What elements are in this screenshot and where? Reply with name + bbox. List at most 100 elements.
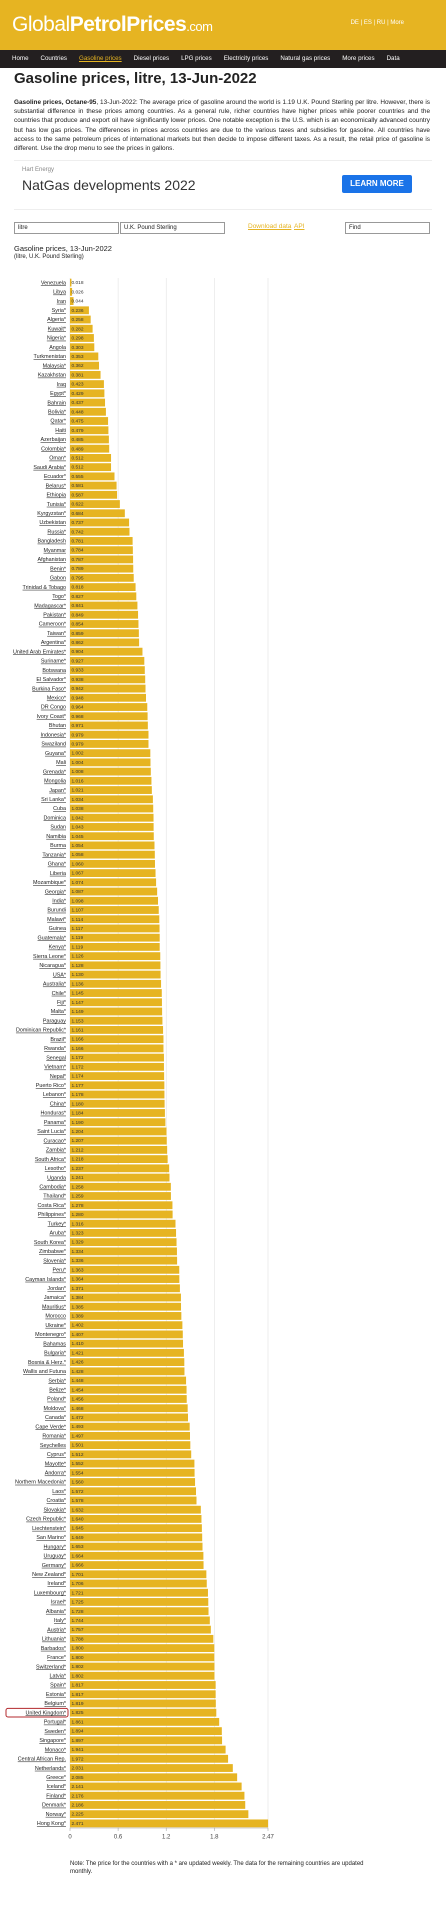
country-label[interactable]: Dominica [44, 815, 66, 821]
country-label[interactable]: Morocco [45, 1314, 66, 1320]
country-label[interactable]: Guatemala* [38, 935, 67, 941]
country-label[interactable]: Latvia* [50, 1673, 67, 1679]
country-label[interactable]: Colombia* [41, 446, 67, 452]
country-label[interactable]: Uzbekistan [39, 520, 66, 526]
country-label[interactable]: Lithuania* [42, 1637, 67, 1643]
country-label[interactable]: Turkey* [48, 1221, 67, 1227]
country-label[interactable]: Bahrain [47, 400, 66, 406]
country-label[interactable]: Tunisia* [47, 502, 67, 508]
country-label[interactable]: Netherlands* [35, 1766, 67, 1772]
country-label[interactable]: Israel* [51, 1600, 67, 1606]
country-label[interactable]: Norway* [46, 1812, 67, 1818]
country-label[interactable]: Wallis and Futuna [23, 1369, 66, 1375]
country-label[interactable]: China* [50, 1101, 67, 1107]
country-label[interactable]: Aruba* [50, 1231, 67, 1237]
api-link[interactable]: API [294, 223, 305, 230]
country-label[interactable]: DR Congo [41, 705, 66, 711]
country-label[interactable]: Benin* [50, 566, 67, 572]
country-label[interactable]: Philippines* [38, 1212, 67, 1218]
country-label[interactable]: Jamaica* [44, 1295, 67, 1301]
country-label[interactable]: Ireland* [47, 1581, 66, 1587]
country-label[interactable]: Malawi* [47, 917, 67, 923]
country-label[interactable]: Moldova* [44, 1406, 67, 1412]
country-label[interactable]: Sudan [50, 825, 66, 831]
country-label[interactable]: Bulgaria* [44, 1351, 67, 1357]
country-label[interactable]: India* [52, 898, 67, 904]
country-label[interactable]: Guyana* [45, 751, 67, 757]
currency-select[interactable]: U.K. Pound Sterling [120, 222, 225, 234]
unit-select[interactable]: litre [14, 222, 119, 234]
country-label[interactable]: Panama* [44, 1120, 67, 1126]
country-label[interactable]: Ecuador* [44, 474, 67, 480]
country-label[interactable]: Rwanda* [44, 1046, 67, 1052]
country-label[interactable]: Saint Lucia* [37, 1129, 67, 1135]
country-label[interactable]: South Africa* [35, 1157, 67, 1163]
country-label[interactable]: Ukraine* [45, 1323, 67, 1329]
nav-item[interactable]: Natural gas prices [280, 55, 331, 62]
country-label[interactable]: Finland* [46, 1793, 67, 1799]
country-label[interactable]: Peru* [53, 1268, 67, 1274]
country-label[interactable]: Venezuela [41, 280, 66, 286]
country-label[interactable]: Ethiopia [47, 493, 66, 499]
country-label[interactable]: Hungary* [44, 1544, 67, 1550]
country-label[interactable]: Chile* [52, 991, 67, 997]
country-label[interactable]: Nepal* [50, 1074, 67, 1080]
country-label[interactable]: Burkina Faso* [32, 686, 67, 692]
ad-button[interactable]: LEARN MORE [342, 175, 412, 193]
country-label[interactable]: Azerbaijan [41, 437, 66, 443]
country-label[interactable]: Gabon [50, 576, 66, 582]
country-label[interactable]: El Salvador* [36, 677, 67, 683]
country-label[interactable]: Belgium* [44, 1701, 66, 1707]
country-label[interactable]: Taiwan* [47, 631, 67, 637]
country-label[interactable]: Costa Rica* [38, 1203, 67, 1209]
country-label[interactable]: Luxembourg* [34, 1590, 67, 1596]
country-label[interactable]: Nigeria* [47, 336, 67, 342]
country-label[interactable]: France* [47, 1655, 67, 1661]
country-label[interactable]: Fiji* [57, 1000, 67, 1006]
nav-item[interactable]: Gasoline prices [79, 55, 122, 62]
country-label[interactable]: Uganda [47, 1175, 66, 1181]
country-label[interactable]: Hong Kong* [37, 1821, 67, 1827]
country-label[interactable]: Honduras* [41, 1111, 67, 1117]
country-label[interactable]: New Zealand* [32, 1572, 67, 1578]
country-label[interactable]: Romania* [42, 1434, 67, 1440]
country-label[interactable]: Australia* [43, 982, 67, 988]
country-label[interactable]: Oman* [49, 456, 67, 462]
language-link[interactable]: DE [350, 20, 359, 26]
country-label[interactable]: Central African Rep. [18, 1757, 66, 1763]
country-label[interactable]: Iraq [57, 382, 66, 388]
country-label[interactable]: Cayman Islands* [25, 1277, 67, 1283]
country-label[interactable]: Kyrgyzstan* [37, 511, 67, 517]
country-label[interactable]: Ghana* [48, 862, 67, 868]
country-label[interactable]: Bahamas [43, 1341, 66, 1347]
country-label[interactable]: Mauritius* [42, 1304, 67, 1310]
country-label[interactable]: Uruguay* [44, 1554, 67, 1560]
country-label[interactable]: Andorra* [45, 1471, 67, 1477]
nav-item[interactable]: Electricity prices [223, 55, 269, 62]
country-label[interactable]: Czech Republic* [26, 1517, 67, 1523]
country-label[interactable]: Mozambique* [33, 880, 67, 886]
nav-item[interactable]: LPG prices [181, 55, 212, 62]
country-label[interactable]: Northern Macedonia* [15, 1480, 67, 1486]
country-label[interactable]: Malta* [51, 1009, 67, 1015]
country-label[interactable]: Germany* [42, 1563, 67, 1569]
country-label[interactable]: Albania* [46, 1609, 67, 1615]
ad-banner[interactable]: Hart Energy NatGas developments 2022 LEA… [14, 160, 432, 210]
country-label[interactable]: Zambia* [46, 1148, 67, 1154]
country-label[interactable]: Indonesia* [41, 732, 67, 738]
country-label[interactable]: Egypt* [50, 391, 67, 397]
country-label[interactable]: Seychelles [40, 1443, 66, 1449]
country-label[interactable]: South Korea* [34, 1240, 67, 1246]
country-label[interactable]: Belarus* [46, 483, 67, 489]
country-label[interactable]: Tanzania* [42, 852, 67, 858]
country-label[interactable]: Vietnam* [44, 1065, 67, 1071]
country-label[interactable]: Jordan* [47, 1286, 66, 1292]
country-label[interactable]: Belize* [49, 1387, 67, 1393]
country-label[interactable]: Bhutan [49, 723, 66, 729]
country-label[interactable]: Singapore* [39, 1738, 67, 1744]
country-label[interactable]: Syria* [52, 308, 67, 314]
find-select[interactable]: Find [345, 222, 430, 234]
country-label[interactable]: Qatar* [50, 419, 66, 425]
country-label[interactable]: Suriname* [41, 659, 67, 665]
country-label[interactable]: Mexico* [47, 696, 67, 702]
